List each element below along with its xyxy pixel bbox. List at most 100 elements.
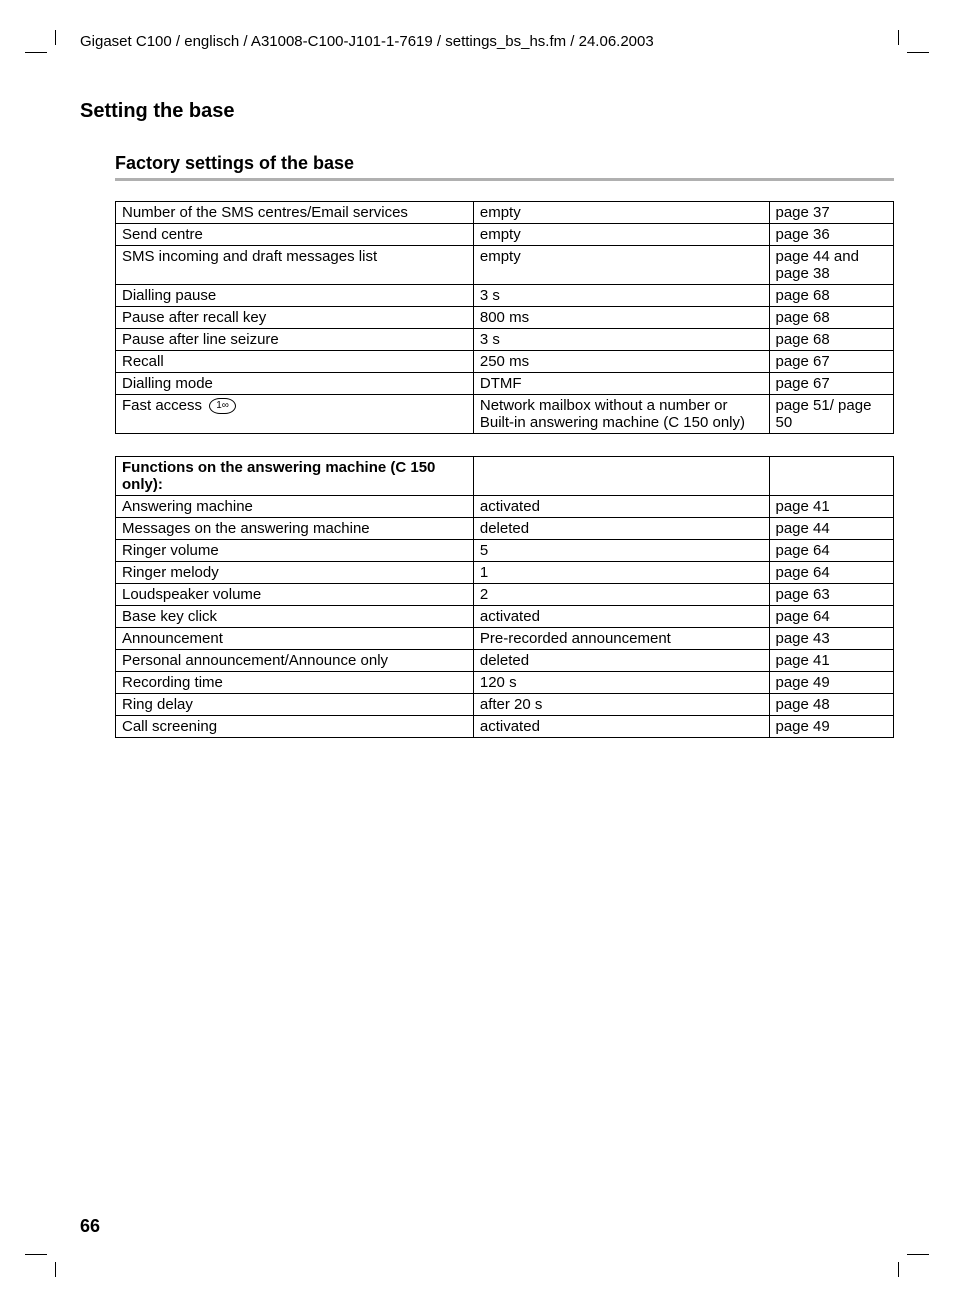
table-cell: deleted [473,518,769,540]
table-header-cell: Functions on the answering machine (C 15… [116,457,474,496]
table-cell: Send centre [116,224,474,246]
table-cell: page 36 [769,224,894,246]
table-cell: empty [473,224,769,246]
table-cell: page 64 [769,540,894,562]
table-row: Send centreemptypage 36 [116,224,894,246]
table-cell: deleted [473,650,769,672]
table-cell: activated [473,496,769,518]
crop-mark [55,1262,56,1277]
table-cell: 800 ms [473,307,769,329]
table-cell: empty [473,246,769,285]
table-row: Answering machineactivatedpage 41 [116,496,894,518]
title-underline [115,178,894,181]
table-cell: page 41 [769,496,894,518]
crop-mark [25,52,47,53]
table-cell: Network mailbox without a number or Buil… [473,395,769,434]
table-cell: page 67 [769,351,894,373]
table-cell: DTMF [473,373,769,395]
subsection-title: Factory settings of the base [115,153,894,174]
table-row: Pause after line seizure3 spage 68 [116,329,894,351]
crop-mark [898,30,899,45]
table-cell: Pause after line seizure [116,329,474,351]
crop-mark [55,30,56,45]
table-cell: page 44 [769,518,894,540]
table-cell: Announcement [116,628,474,650]
table-row: Recording time120 spage 49 [116,672,894,694]
table-cell: page 44 and page 38 [769,246,894,285]
table-cell: 5 [473,540,769,562]
table-cell: 2 [473,584,769,606]
header-path: Gigaset C100 / englisch / A31008-C100-J1… [80,33,894,50]
table-cell: page 48 [769,694,894,716]
table-cell: 3 s [473,329,769,351]
table-cell: page 41 [769,650,894,672]
table-cell: 1 [473,562,769,584]
table-cell: Dialling pause [116,285,474,307]
table-cell: Pause after recall key [116,307,474,329]
table-cell: page 68 [769,307,894,329]
table-row: Dialling pause3 spage 68 [116,285,894,307]
table-cell: after 20 s [473,694,769,716]
table-cell: SMS incoming and draft messages list [116,246,474,285]
table-cell: page 49 [769,672,894,694]
table-row: Recall250 mspage 67 [116,351,894,373]
table-cell [473,457,769,496]
table-cell: Pre-recorded announcement [473,628,769,650]
table-cell: Recording time [116,672,474,694]
table-cell: Base key click [116,606,474,628]
table-cell: Ring delay [116,694,474,716]
table-cell: page 37 [769,202,894,224]
table-cell: activated [473,606,769,628]
crop-mark [907,1254,929,1255]
table-cell: Personal announcement/Announce only [116,650,474,672]
table-cell: Answering machine [116,496,474,518]
crop-mark [25,1254,47,1255]
table-row: Dialling modeDTMFpage 67 [116,373,894,395]
table-cell: Messages on the answering machine [116,518,474,540]
table-cell: Dialling mode [116,373,474,395]
table-header-row: Functions on the answering machine (C 15… [116,457,894,496]
table-cell: page 49 [769,716,894,738]
table-cell: page 64 [769,606,894,628]
table-row: Call screeningactivatedpage 49 [116,716,894,738]
table-cell [769,457,894,496]
table-cell: page 68 [769,285,894,307]
section-title: Setting the base [80,100,894,123]
crop-mark [898,1262,899,1277]
table-cell: Number of the SMS centres/Email services [116,202,474,224]
table-cell: Recall [116,351,474,373]
settings-table-1: Number of the SMS centres/Email services… [115,201,894,434]
table-row: Ringer melody1page 64 [116,562,894,584]
table-cell: Loudspeaker volume [116,584,474,606]
table-cell: Call screening [116,716,474,738]
table-row: Personal announcement/Announce onlydelet… [116,650,894,672]
table-cell: Ringer melody [116,562,474,584]
table-cell: empty [473,202,769,224]
table-cell: activated [473,716,769,738]
table-row: Base key clickactivatedpage 64 [116,606,894,628]
table-row: Number of the SMS centres/Email services… [116,202,894,224]
table-row: Loudspeaker volume2page 63 [116,584,894,606]
table-cell: 120 s [473,672,769,694]
key-icon: 1∞ [209,398,236,414]
table-cell: Fast access 1∞ [116,395,474,434]
table-row: Messages on the answering machinedeleted… [116,518,894,540]
crop-mark [907,52,929,53]
table-row: Pause after recall key800 mspage 68 [116,307,894,329]
table-row: AnnouncementPre-recorded announcementpag… [116,628,894,650]
table-cell: page 63 [769,584,894,606]
table-row: Fast access 1∞Network mailbox without a … [116,395,894,434]
table-cell: page 64 [769,562,894,584]
table-cell: 250 ms [473,351,769,373]
table-cell: page 43 [769,628,894,650]
table-cell: 3 s [473,285,769,307]
table-cell: Ringer volume [116,540,474,562]
table-cell: page 67 [769,373,894,395]
settings-table-2: Functions on the answering machine (C 15… [115,456,894,738]
table-row: Ringer volume5page 64 [116,540,894,562]
table-row: SMS incoming and draft messages listempt… [116,246,894,285]
table-row: Ring delayafter 20 spage 48 [116,694,894,716]
table-cell: page 68 [769,329,894,351]
table-cell: page 51/ page 50 [769,395,894,434]
page-number: 66 [80,1216,100,1237]
